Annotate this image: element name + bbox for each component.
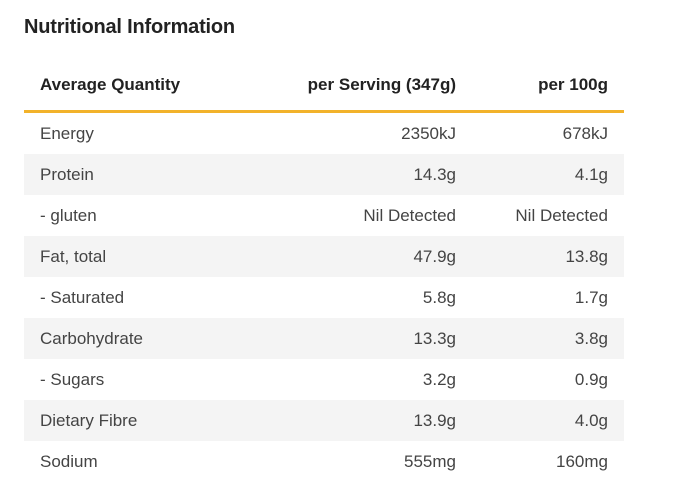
- nutrient-label: Energy: [40, 123, 94, 143]
- per-100g-value: 3.8g: [472, 318, 624, 359]
- page-title: Nutritional Information: [24, 16, 235, 38]
- nutrient-label: Protein: [24, 154, 248, 195]
- table-row: Carbohydrate 13.3g 3.8g: [24, 318, 624, 359]
- table-row: Protein 14.3g 4.1g: [24, 154, 624, 195]
- table-row: Dietary Fibre 13.9g 4.0g: [24, 400, 624, 441]
- per-serving-value: 555mg: [404, 451, 456, 471]
- nutrient-label: Sodium: [40, 451, 98, 471]
- per-100g-value: 13.8g: [472, 236, 624, 277]
- nutrient-label: Dietary Fibre: [24, 400, 248, 441]
- column-header-per-100g: per 100g: [472, 60, 624, 113]
- per-100g-value: 160mg: [556, 451, 608, 471]
- nutrition-table: Average Quantity per Serving (347g) per …: [24, 60, 624, 482]
- per-100g-value: 678kJ: [562, 123, 608, 143]
- per-100g-value: 4.1g: [472, 154, 624, 195]
- per-serving-value: 3.2g: [422, 369, 456, 389]
- table-row: - Saturated 5.8g 1.7g: [24, 277, 624, 318]
- nutrient-label: - Saturated: [40, 287, 125, 307]
- table-row: Energy 2350kJ 678kJ: [24, 112, 624, 155]
- column-header-per-serving: per Serving (347g): [248, 60, 472, 113]
- per-100g-value: 1.7g: [574, 287, 608, 307]
- nutrient-label: Carbohydrate: [24, 318, 248, 359]
- per-serving-value: Nil Detected: [363, 205, 456, 225]
- table-row: Fat, total 47.9g 13.8g: [24, 236, 624, 277]
- per-100g-value: 4.0g: [472, 400, 624, 441]
- per-serving-value: 13.9g: [248, 400, 472, 441]
- per-serving-value: 14.3g: [248, 154, 472, 195]
- table-row: - Sugars 3.2g 0.9g: [24, 359, 624, 400]
- per-serving-value: 47.9g: [248, 236, 472, 277]
- table-row: - gluten Nil Detected Nil Detected: [24, 195, 624, 236]
- nutrient-label: - gluten: [40, 205, 97, 225]
- per-100g-value: Nil Detected: [515, 205, 608, 225]
- column-header-average-quantity: Average Quantity: [24, 60, 248, 113]
- table-header-row: Average Quantity per Serving (347g) per …: [24, 60, 624, 113]
- per-serving-value: 2350kJ: [401, 123, 456, 143]
- per-100g-value: 0.9g: [574, 369, 608, 389]
- nutrient-label: Fat, total: [24, 236, 248, 277]
- table-row: Sodium 555mg 160mg: [24, 441, 624, 482]
- per-serving-value: 5.8g: [422, 287, 456, 307]
- nutrient-label: - Sugars: [40, 369, 105, 389]
- per-serving-value: 13.3g: [248, 318, 472, 359]
